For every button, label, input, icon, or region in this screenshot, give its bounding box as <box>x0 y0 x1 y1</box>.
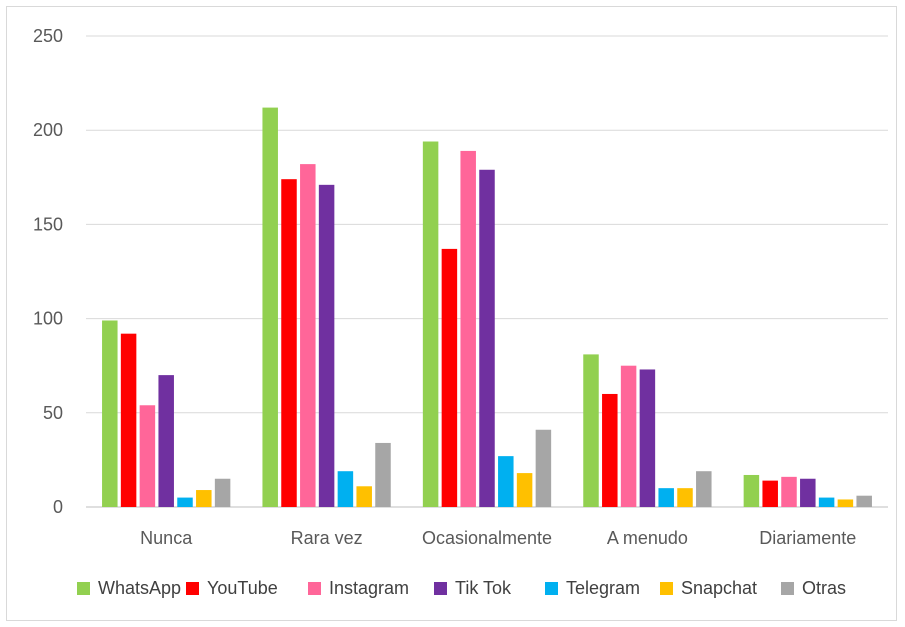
y-tick-label: 250 <box>33 26 63 46</box>
bar <box>102 320 118 507</box>
bar <box>441 248 458 507</box>
bar <box>262 107 278 507</box>
legend-label: Snapchat <box>681 578 757 598</box>
bar <box>781 476 797 507</box>
bar <box>516 473 533 507</box>
legend-swatch <box>545 582 558 595</box>
bar <box>422 141 439 507</box>
x-tick-label: Rara vez <box>291 528 363 548</box>
legend-label: Tik Tok <box>455 578 512 598</box>
bar <box>139 405 156 507</box>
bar <box>158 375 174 507</box>
legend-label: Otras <box>802 578 846 598</box>
legend-swatch <box>77 582 90 595</box>
x-tick-label: Diariamente <box>759 528 856 548</box>
legend-swatch <box>434 582 447 595</box>
legend-swatch <box>308 582 321 595</box>
y-tick-label: 100 <box>33 309 63 329</box>
bar <box>214 478 231 507</box>
legend-label: Instagram <box>329 578 409 598</box>
bar <box>535 429 552 507</box>
bar <box>375 442 391 507</box>
y-tick-label: 0 <box>53 497 63 517</box>
legend-label: YouTube <box>207 578 278 598</box>
bar <box>856 495 872 507</box>
bar <box>120 333 137 507</box>
bar <box>281 179 297 507</box>
bar <box>620 365 637 507</box>
bar <box>318 184 335 507</box>
y-tick-label: 50 <box>43 403 63 423</box>
bar <box>602 393 618 507</box>
legend-swatch <box>781 582 794 595</box>
bar <box>177 497 193 507</box>
bar <box>762 480 778 507</box>
bar <box>337 471 354 507</box>
bar <box>677 488 693 507</box>
bar <box>300 164 316 507</box>
y-tick-label: 150 <box>33 214 63 234</box>
legend-swatch <box>186 582 199 595</box>
x-tick-label: A menudo <box>607 528 688 548</box>
bar <box>837 499 854 507</box>
bar <box>479 169 495 507</box>
bar <box>460 150 476 507</box>
bar <box>356 486 372 507</box>
legend-label: Telegram <box>566 578 640 598</box>
bar <box>498 456 514 507</box>
legend-label: WhatsApp <box>98 578 181 598</box>
bar <box>818 497 835 507</box>
bar <box>196 490 212 507</box>
bar <box>639 369 656 507</box>
x-tick-label: Ocasionalmente <box>422 528 552 548</box>
bar <box>583 354 599 507</box>
legend-swatch <box>660 582 673 595</box>
bar <box>696 471 712 507</box>
bar <box>658 488 674 507</box>
bar <box>800 478 816 507</box>
y-tick-label: 200 <box>33 120 63 140</box>
x-tick-label: Nunca <box>140 528 193 548</box>
bar <box>743 474 760 507</box>
